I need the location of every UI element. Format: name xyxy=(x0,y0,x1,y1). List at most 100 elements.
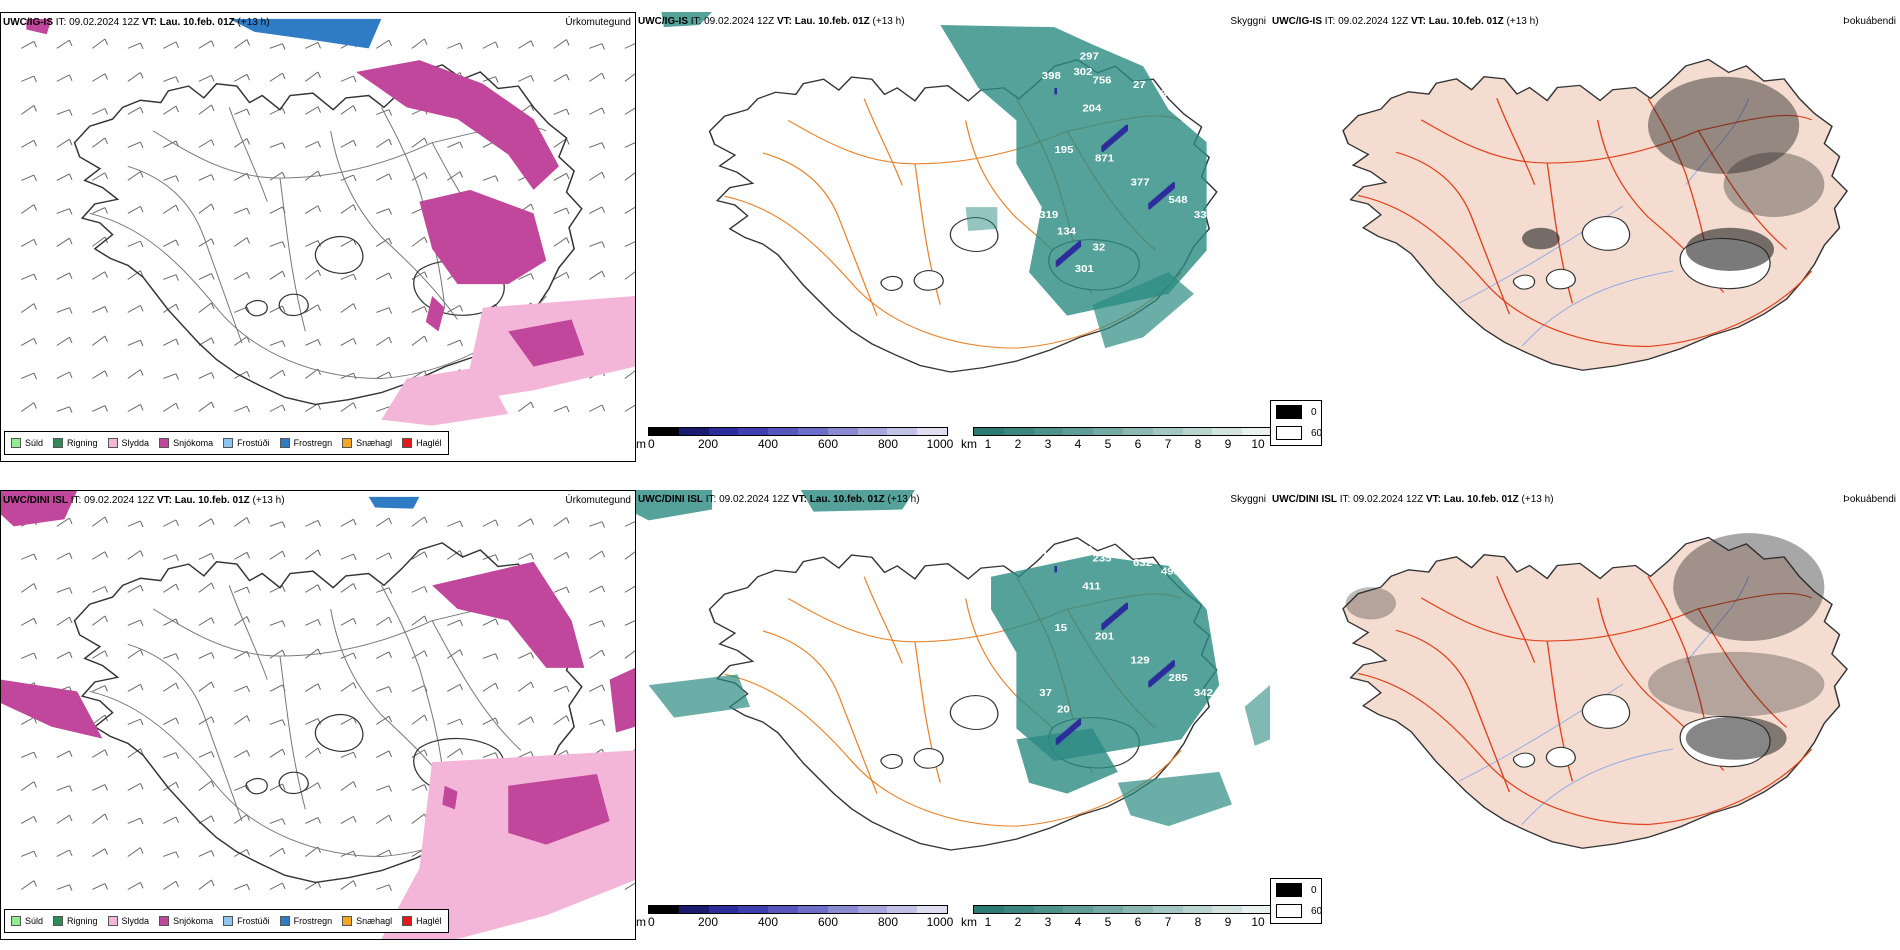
ceiling-scale-bar xyxy=(648,905,948,914)
road-line xyxy=(1496,576,1536,663)
visibility-value-label: 301 xyxy=(1075,264,1094,275)
visibility-value-label: 297 xyxy=(1080,51,1099,62)
scale-tick: 1000 xyxy=(926,437,954,451)
glacier-outline xyxy=(314,714,364,752)
scale-segment xyxy=(974,906,1004,913)
road-line xyxy=(431,620,522,751)
scale-segment xyxy=(1003,428,1034,435)
visibility-area xyxy=(1016,728,1118,794)
road-line xyxy=(1697,130,1788,250)
visibility-value-label: 946 xyxy=(1080,529,1099,540)
map-canvas xyxy=(1342,58,1849,371)
map-canvas xyxy=(1,491,635,939)
road-line xyxy=(724,673,1182,827)
scale-segment xyxy=(1212,428,1243,435)
glacier-outline xyxy=(278,771,309,794)
scale-tick: 10 xyxy=(1251,915,1265,929)
road-line xyxy=(1395,629,1511,793)
model-name: UWC/DINI ISL xyxy=(3,495,68,506)
visibility-value-label: 204 xyxy=(1082,103,1101,114)
valid-label: VT: xyxy=(774,16,795,27)
legend-item: Frostregn xyxy=(279,916,332,926)
legend-item: Slydda xyxy=(107,438,150,448)
visibility-value-label: 15 xyxy=(1054,623,1067,634)
cloud-legend-row: 0 xyxy=(1276,883,1317,897)
snow-area xyxy=(356,60,559,190)
visibility-area xyxy=(991,555,1220,762)
iceland-coastline xyxy=(73,542,583,884)
legend-label: Frostúði xyxy=(237,438,270,448)
scale-segment xyxy=(708,906,739,913)
legend-label: Slydda xyxy=(121,438,150,448)
scale-tick: 400 xyxy=(757,437,779,451)
visibility-value-label: 871 xyxy=(1095,153,1114,164)
scale-segment xyxy=(1033,428,1064,435)
init-label: IT: xyxy=(688,16,705,27)
scale-segment xyxy=(827,428,858,435)
road-line xyxy=(1496,98,1536,185)
scale-segment xyxy=(1003,906,1034,913)
visibility-value-label: 195 xyxy=(1054,145,1073,156)
scale-segment xyxy=(1093,906,1123,913)
glacier-outline xyxy=(913,748,944,769)
scale-segment xyxy=(974,428,1004,435)
legend-item: Snjókoma xyxy=(159,438,213,448)
visibility-value-label: 182 xyxy=(1042,549,1061,560)
init-label: IT: xyxy=(703,494,720,505)
valid-time: Lau. 10.feb. 01Z xyxy=(809,494,885,505)
cloud-legend-swatch xyxy=(1276,405,1302,419)
glacier-outline xyxy=(913,270,944,291)
visibility-value-label: 370 xyxy=(1161,88,1180,99)
scale-tick: 4 xyxy=(1074,915,1082,929)
panel-type-label: Úrkomutegund xyxy=(565,495,631,506)
scale-segment xyxy=(738,906,769,913)
legend-item: Snæhagl xyxy=(342,438,392,448)
snow-area xyxy=(425,295,445,332)
scale-tick: 1000 xyxy=(926,915,954,929)
cloud-legend-row: 60 xyxy=(1276,904,1322,918)
lead-time: (+13 h) xyxy=(1518,494,1554,505)
scale-segment xyxy=(797,906,828,913)
road-line xyxy=(380,585,446,786)
visibility-value-label: 398 xyxy=(1042,71,1061,82)
scale-tick: 1 xyxy=(984,915,992,929)
visibility-value-label: 331 xyxy=(1194,210,1213,221)
scale-segment xyxy=(917,428,947,435)
fog-indicator-panel: UWC/DINI ISL IT: 09.02.2024 12Z VT: Lau.… xyxy=(1270,490,1900,900)
legend-swatch xyxy=(159,438,170,448)
scale-tick-labels: 1 2 3 4 5 6 7 8 9 10 xyxy=(973,437,1273,451)
scale-tick: 7 xyxy=(1164,437,1172,451)
scale-tick-labels: 0 200 400 600 800 1000 xyxy=(648,437,953,451)
scale-segment xyxy=(1242,906,1272,913)
legend-swatch xyxy=(53,916,64,926)
scale-tick: 0 xyxy=(648,915,655,929)
panel-type-label: Þokuábendi xyxy=(1843,16,1896,27)
road-line xyxy=(1395,151,1511,315)
scale-segment xyxy=(1122,428,1153,435)
lead-time: (+13 h) xyxy=(884,494,920,505)
scale-unit: m xyxy=(636,437,646,451)
scale-segment xyxy=(1242,428,1272,435)
valid-label: VT: xyxy=(1423,494,1444,505)
visibility-value-label: 32 xyxy=(1092,242,1105,253)
legend-label: Snjókoma xyxy=(173,916,214,926)
legend-item: Slydda xyxy=(107,916,149,926)
cloud-legend-swatch xyxy=(1276,883,1302,897)
scale-unit: km xyxy=(961,437,977,451)
legend-swatch xyxy=(402,916,413,926)
glacier-outline xyxy=(1581,694,1631,729)
legend-item: Frostúði xyxy=(223,438,270,448)
valid-time: Lau. 10.feb. 01Z xyxy=(174,495,250,506)
legend-swatch xyxy=(342,916,353,926)
glacier-outline xyxy=(314,236,364,274)
road-line xyxy=(380,107,446,308)
glacier-outline xyxy=(1512,274,1536,290)
scale-segment xyxy=(738,428,769,435)
legend-swatch xyxy=(279,438,290,448)
visibility-value-label: 548 xyxy=(1169,195,1188,206)
legend-label: Haglél xyxy=(416,916,442,926)
legend-swatch xyxy=(279,916,290,926)
scale-segment xyxy=(1152,906,1183,913)
scale-segment xyxy=(649,906,679,913)
